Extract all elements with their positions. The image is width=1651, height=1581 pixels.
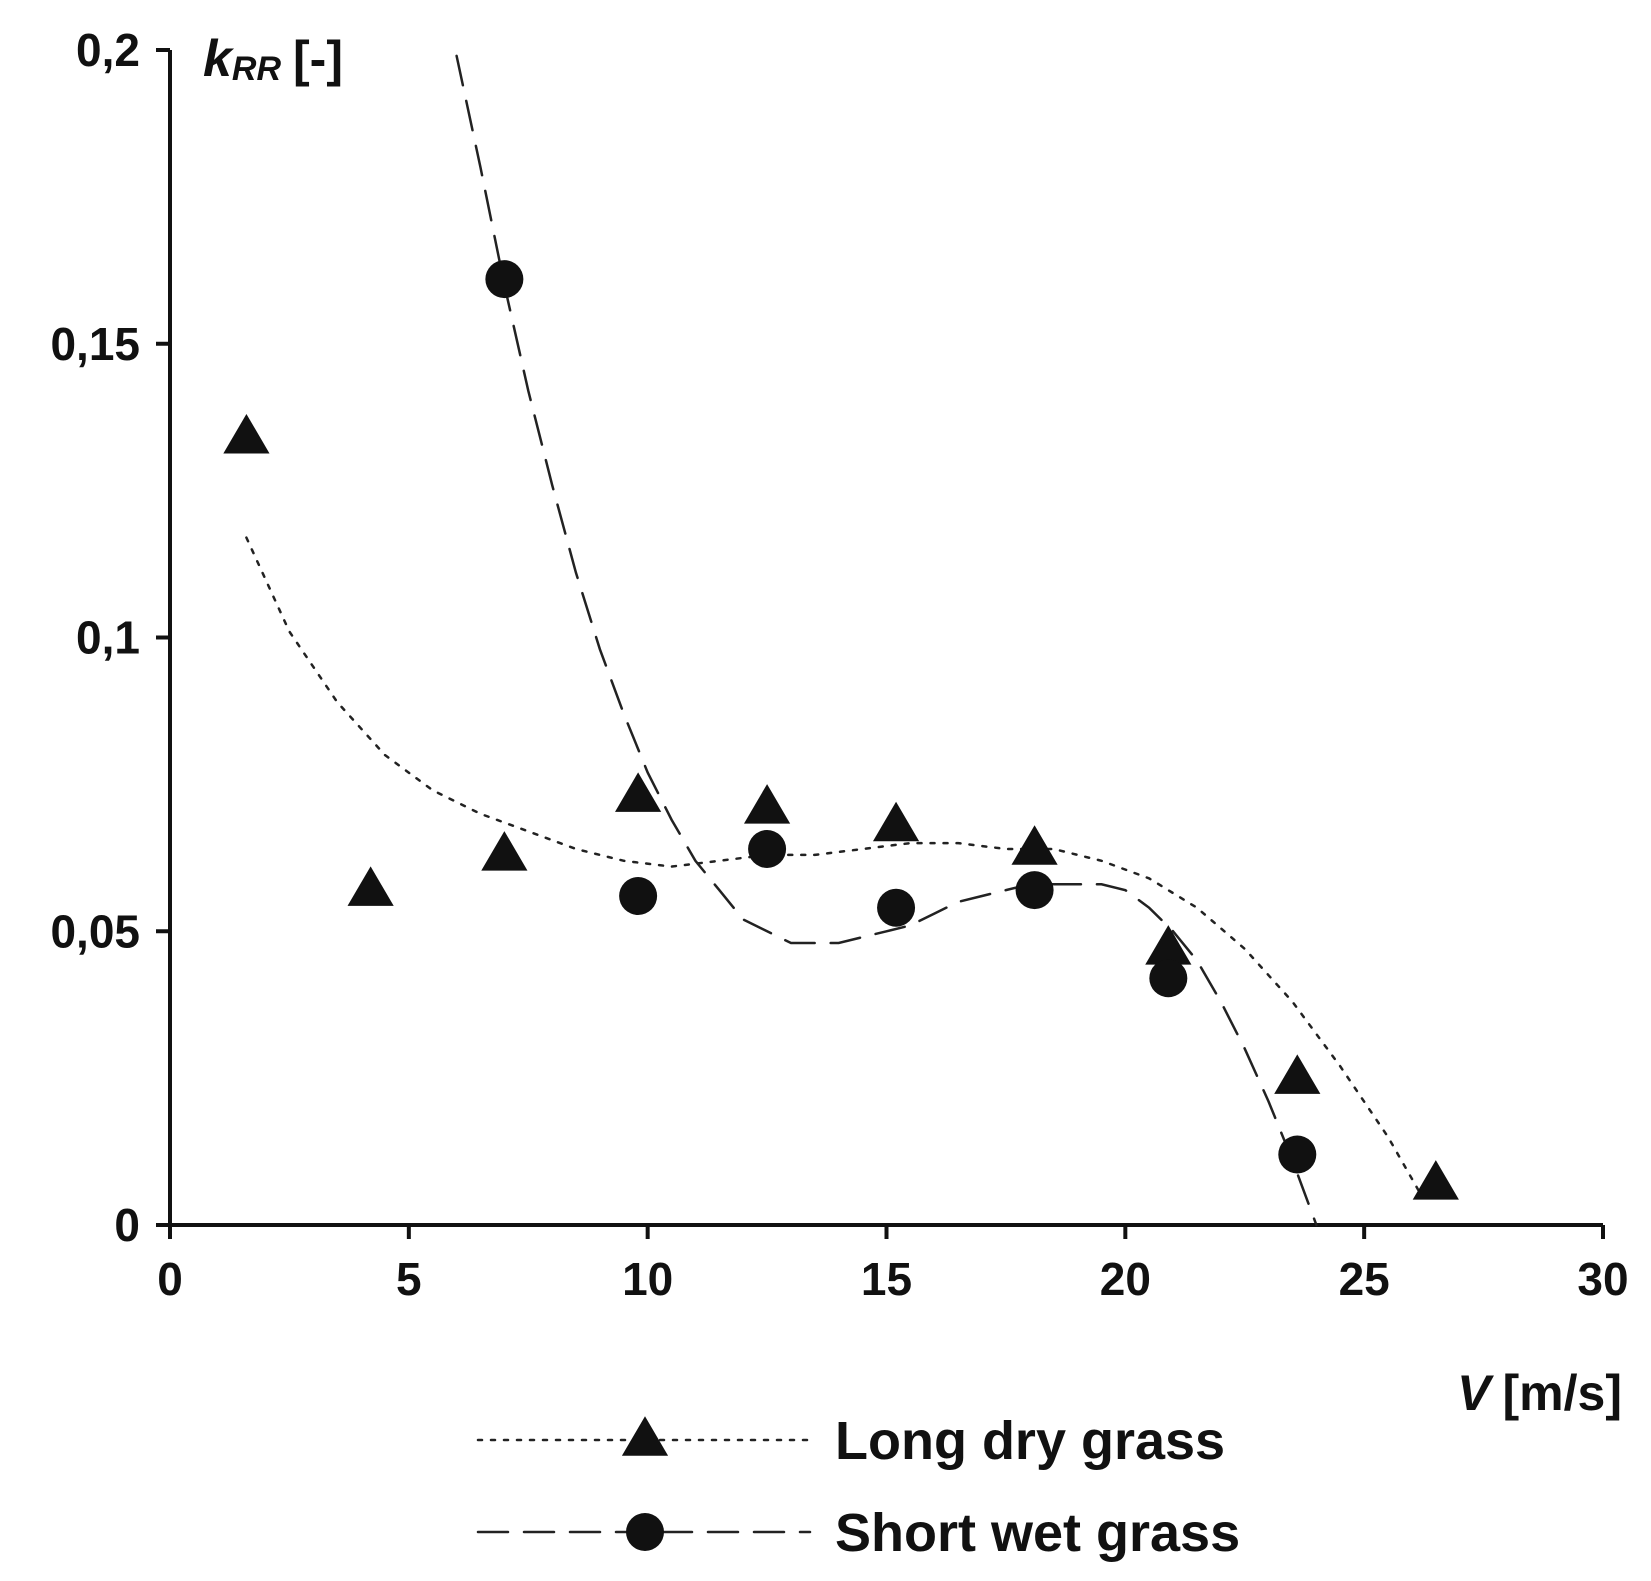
long-dry-grass-point <box>615 772 662 812</box>
x-tick-label: 0 <box>157 1253 183 1305</box>
long-dry-grass-point <box>1011 825 1058 865</box>
y-axis-unit: [-] <box>293 31 343 87</box>
x-tick-label: 10 <box>622 1253 673 1305</box>
x-tick-label: 5 <box>396 1253 422 1305</box>
legend-long-dry-grass-label: Long dry grass <box>835 1411 1225 1471</box>
x-tick-label: 20 <box>1100 1253 1151 1305</box>
long-dry-grass-point <box>223 413 270 454</box>
legend-short-wet-grass-label: Short wet grass <box>835 1503 1240 1563</box>
long-dry-grass-trendline <box>245 536 1423 1197</box>
y-tick-label: 0,05 <box>50 905 140 957</box>
x-axis-symbol: V <box>1457 1365 1494 1421</box>
x-tick-label: 25 <box>1339 1253 1390 1305</box>
y-tick-label: 0 <box>114 1199 140 1251</box>
short-wet-grass-point <box>1015 871 1054 910</box>
short-wet-grass-point <box>877 888 916 927</box>
y-tick-label: 0,1 <box>76 612 140 664</box>
legend: Long dry grass Short wet grass <box>476 1411 1240 1563</box>
short-wet-grass-point <box>485 260 524 299</box>
long-dry-grass-point <box>1145 925 1192 965</box>
long-dry-grass-point <box>347 866 394 906</box>
short-wet-grass-trendline <box>455 54 1318 1227</box>
legend-long-dry-grass-marker <box>621 1416 669 1456</box>
x-tick-label: 30 <box>1577 1253 1628 1305</box>
y-tick-label: 0,15 <box>50 318 140 370</box>
long-dry-grass-point <box>1412 1160 1459 1200</box>
long-dry-grass-point <box>872 801 920 842</box>
short-wet-grass-point <box>1149 959 1188 998</box>
y-axis-title: kRR [-] <box>203 30 343 88</box>
x-tick-label: 15 <box>861 1253 912 1305</box>
legend-short-wet-grass-marker <box>626 1513 664 1551</box>
long-dry-grass-point <box>1274 1054 1321 1094</box>
short-wet-grass-point <box>619 877 658 915</box>
data-markers <box>223 260 1459 1200</box>
x-axis-title: V [m/s] <box>1457 1365 1622 1421</box>
axes: 0 0,05 0,1 0,15 0,2 0 5 10 15 20 25 30 <box>50 24 1628 1305</box>
y-axis-subscript: RR <box>232 50 282 88</box>
y-tick-label: 0,2 <box>76 24 140 76</box>
long-dry-grass-point <box>743 784 791 824</box>
long-dry-grass-point <box>481 831 528 871</box>
x-axis-unit: [m/s] <box>1503 1365 1622 1421</box>
short-wet-grass-point <box>1278 1135 1317 1174</box>
short-wet-grass-point <box>748 830 787 868</box>
y-axis-symbol: k <box>203 30 235 88</box>
trend-lines <box>245 54 1423 1227</box>
